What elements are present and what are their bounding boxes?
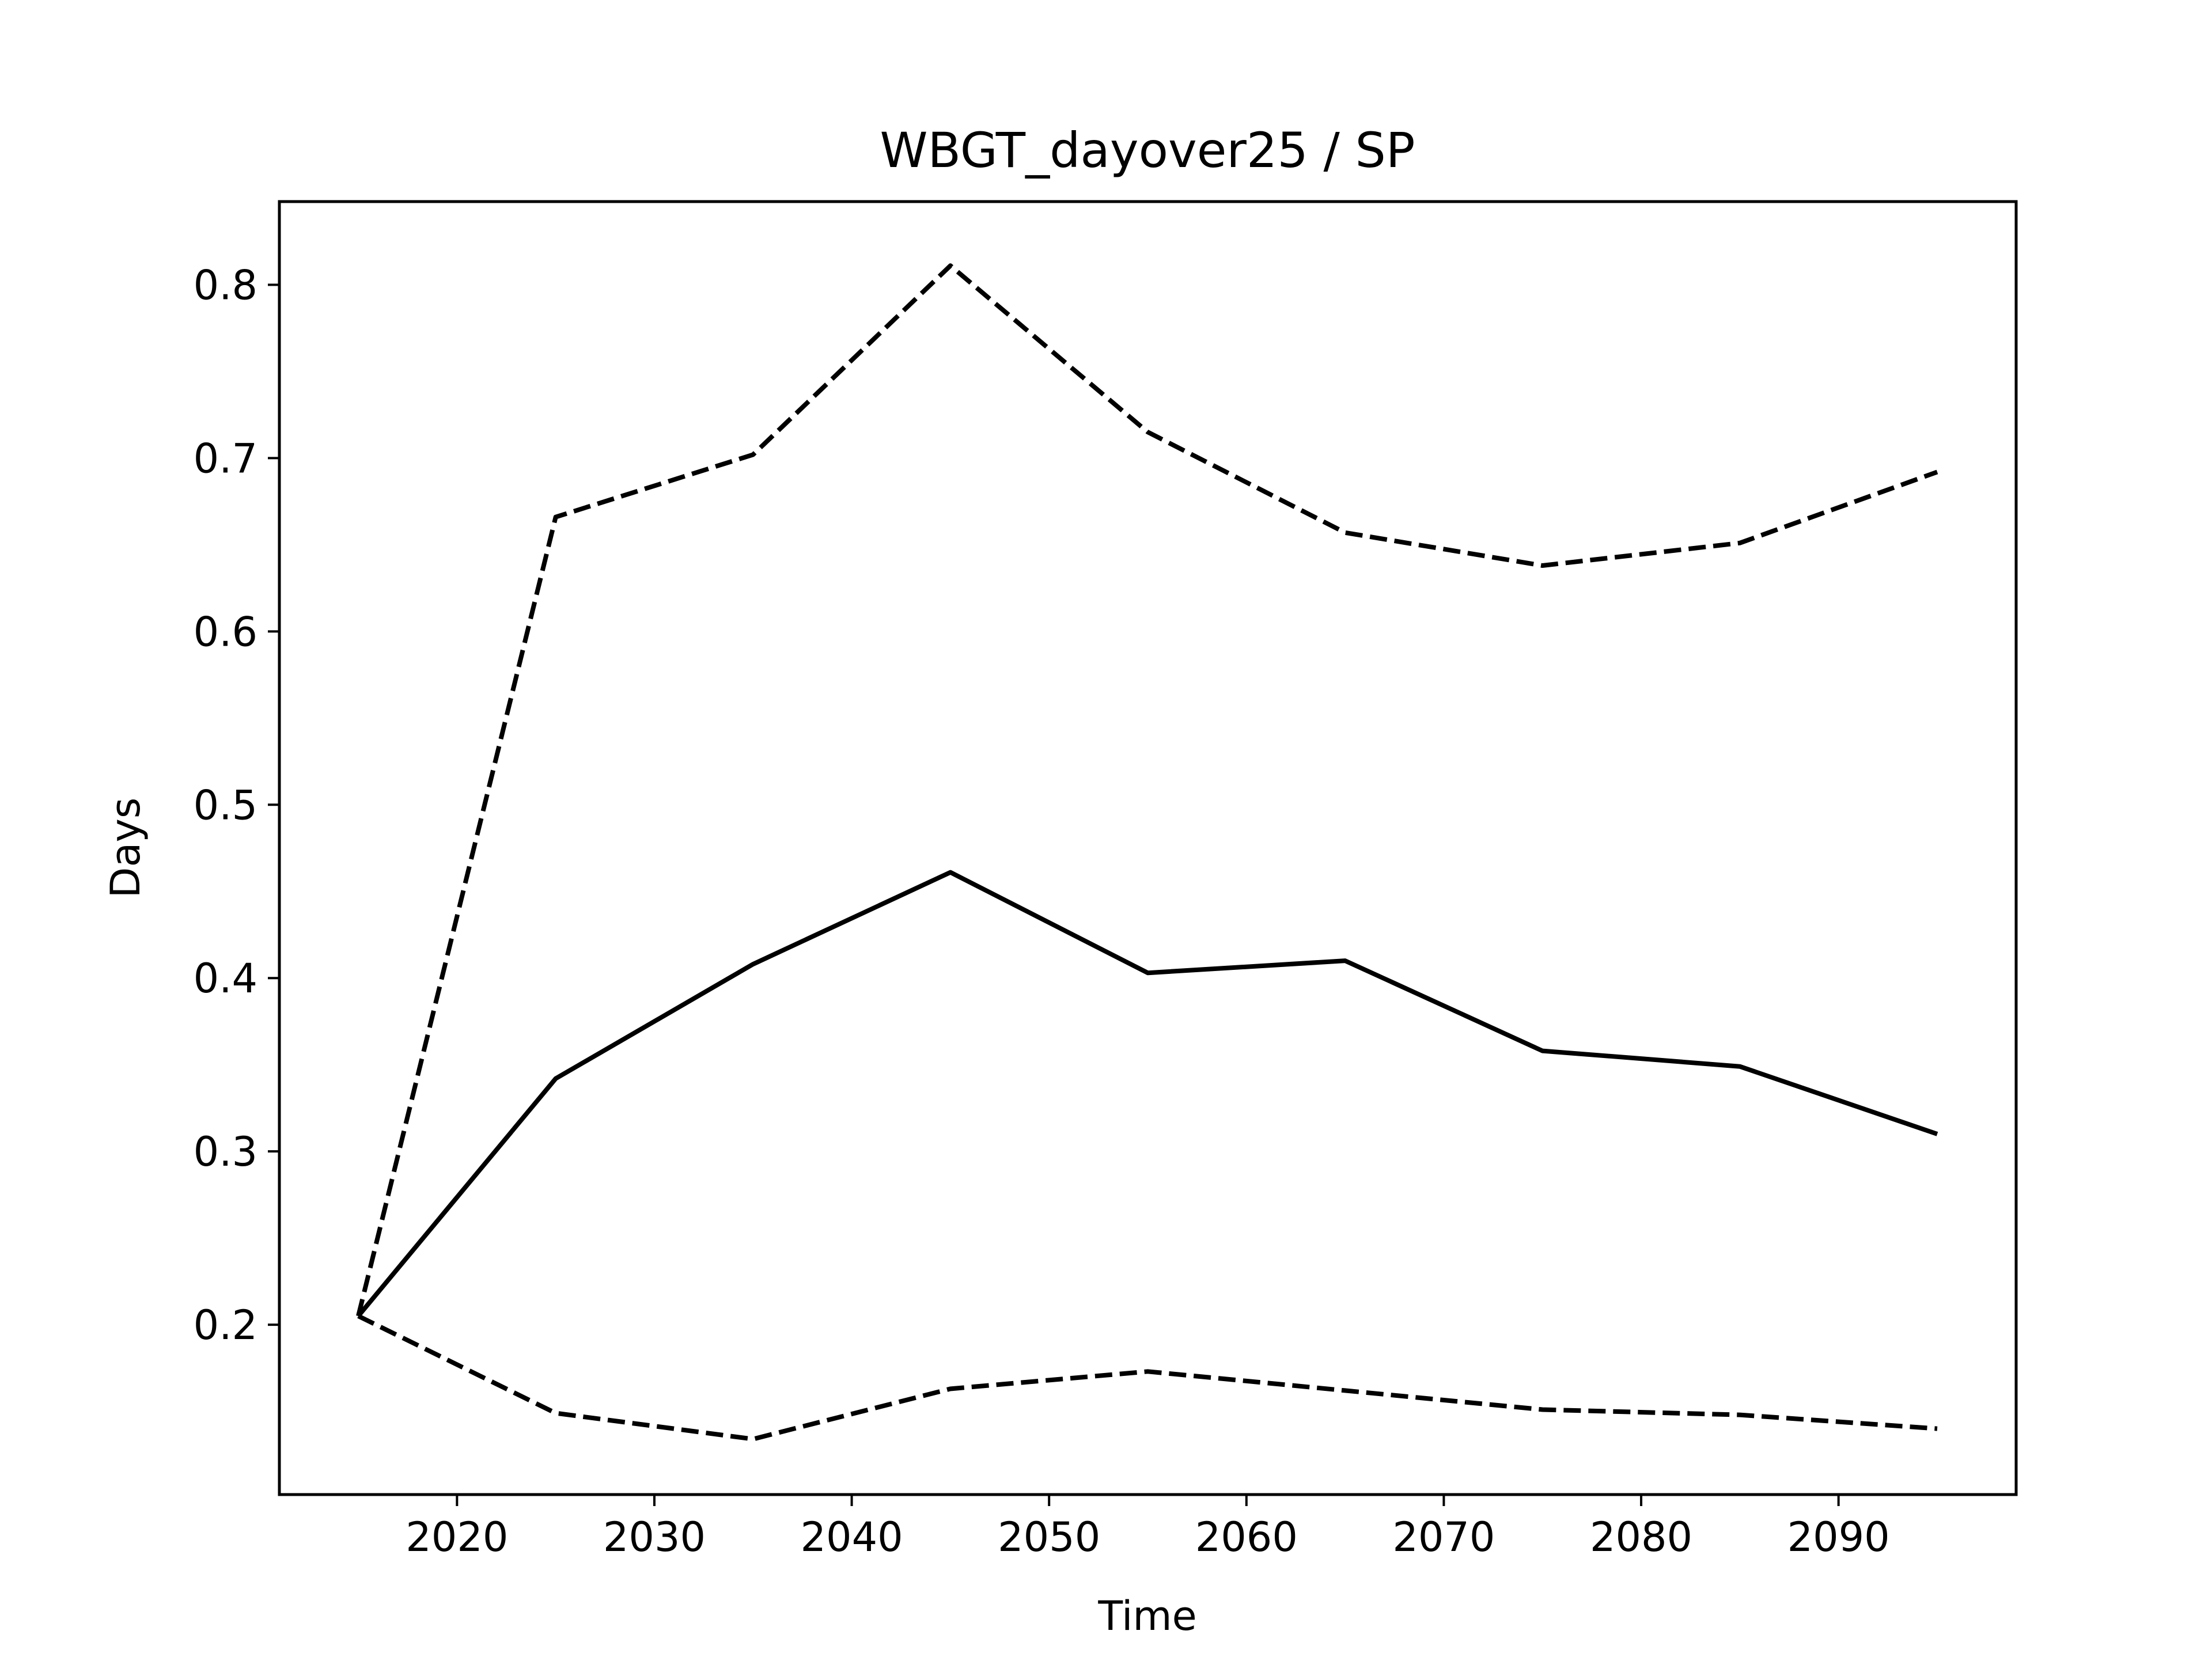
x-tick-label: 2020 (406, 1514, 508, 1561)
x-tick-label: 2070 (1392, 1514, 1495, 1561)
plot-frame (278, 200, 2018, 1496)
series-layer (356, 263, 1938, 1442)
y-tick-label: 0.2 (194, 1302, 257, 1349)
x-tick-label: 2040 (801, 1514, 903, 1561)
chart-title: WBGT_dayover25 / SP (880, 122, 1415, 179)
y-tick-label: 0.8 (194, 261, 257, 309)
y-tick-label: 0.4 (194, 955, 257, 1002)
y-tick-label: 0.6 (194, 608, 257, 655)
series-line-1 (356, 263, 1938, 1317)
y-tick-label: 0.7 (194, 435, 257, 482)
x-tick-label: 2060 (1195, 1514, 1298, 1561)
y-tick-label: 0.5 (194, 782, 257, 829)
y-axis-ticks: 0.2 0.3 0.4 0.5 0.6 0.7 0.8 (194, 261, 279, 1349)
x-tick-label: 2050 (998, 1514, 1100, 1561)
x-axis-ticks: 2020 2030 2040 2050 2060 2070 2080 2090 (406, 1495, 1890, 1561)
x-tick-label: 2090 (1787, 1514, 1890, 1561)
x-tick-label: 2030 (603, 1514, 706, 1561)
series-line-0 (356, 870, 1938, 1318)
x-axis-label: Time (1097, 1592, 1196, 1640)
y-tick-label: 0.3 (194, 1128, 257, 1175)
y-axis-label: Days (102, 798, 149, 898)
x-tick-label: 2080 (1590, 1514, 1692, 1561)
series-line-2 (357, 1314, 1938, 1442)
